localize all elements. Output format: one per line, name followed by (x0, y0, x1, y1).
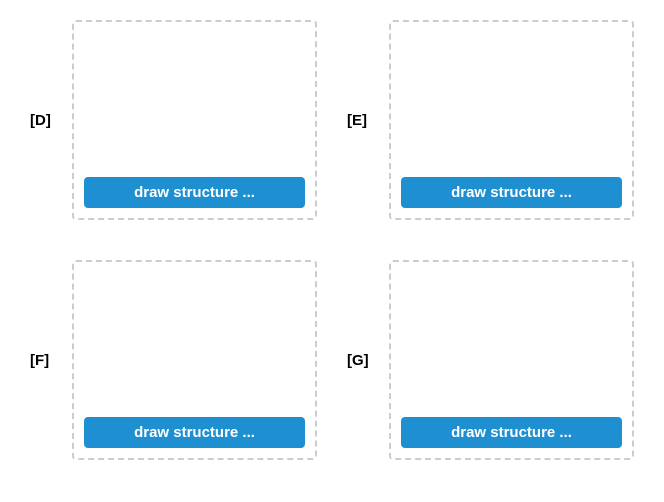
structure-cell-d: [D] draw structure ... (30, 20, 317, 220)
draw-structure-button-f[interactable]: draw structure ... (84, 417, 305, 448)
draw-structure-button-d[interactable]: draw structure ... (84, 177, 305, 208)
cell-label-e: [E] (347, 112, 377, 129)
structure-dropzone-g[interactable]: draw structure ... (389, 260, 634, 460)
structure-dropzone-f[interactable]: draw structure ... (72, 260, 317, 460)
structure-cell-e: [E] draw structure ... (347, 20, 634, 220)
structure-cell-f: [F] draw structure ... (30, 260, 317, 460)
cell-label-d: [D] (30, 112, 60, 129)
structure-dropzone-d[interactable]: draw structure ... (72, 20, 317, 220)
cell-label-g: [G] (347, 352, 377, 369)
cell-label-f: [F] (30, 352, 60, 369)
draw-structure-button-e[interactable]: draw structure ... (401, 177, 622, 208)
draw-structure-button-g[interactable]: draw structure ... (401, 417, 622, 448)
structure-dropzone-e[interactable]: draw structure ... (389, 20, 634, 220)
structure-grid: [D] draw structure ... [E] draw structur… (30, 20, 634, 460)
structure-cell-g: [G] draw structure ... (347, 260, 634, 460)
